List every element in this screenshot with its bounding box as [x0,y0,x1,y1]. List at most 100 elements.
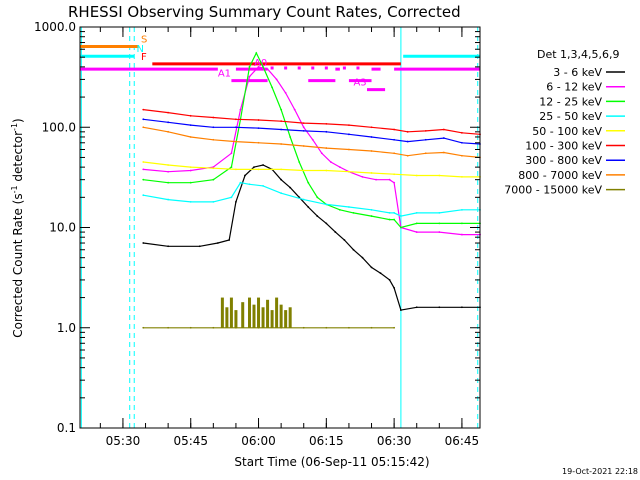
series-0-point-26 [438,306,441,309]
legend-label-3: 25 - 50 keV [539,110,602,123]
chart-title: RHESSI Observing Summary Count Rates, Co… [68,3,461,21]
series-7-point-4 [235,140,237,143]
series-1-point-20 [388,178,391,181]
series-5-point-9 [348,124,350,127]
series-3-point-14 [393,211,396,214]
series-6-point-9 [348,133,350,136]
series-2-point-17 [352,211,355,214]
series-5-point-12 [406,130,409,133]
series-7-point-12 [406,154,409,157]
flag-dot-0-5 [342,66,346,70]
series-4-point-1 [167,164,170,166]
plot-frame [79,26,481,429]
series-7-point-1 [167,130,170,133]
series-0-point-19 [361,256,364,259]
series-0-point-20 [370,266,373,269]
series-4-point-11 [393,173,396,176]
series-6-point-12 [406,140,409,143]
flag-dot-0-2 [297,66,301,70]
series-8-point-3 [212,326,215,329]
axes: 1000.0 100.0 10.0 1.0 0.1 05:30 05:45 06:00 06:1… [34,20,481,448]
series-7-point-13 [424,152,427,155]
series-8-point-10 [370,326,373,329]
series-0-point-7 [253,166,255,169]
series-2-point-20 [393,218,396,221]
series-8-point-11 [393,326,396,329]
series-6-point-15 [461,141,463,144]
series-1-point-9 [275,78,278,81]
x-tick-label-0: 05:30 [106,434,141,448]
series-6-point-6 [280,128,283,131]
series-2-point-19 [388,218,391,221]
series-8-point-2 [189,326,192,329]
series-6-point-8 [325,130,328,133]
plot-area: SNF A1 A3 A0 [80,27,481,428]
legend-label-8: 7000 - 15000 keV [504,184,602,197]
series-7-point-8 [325,147,328,149]
series-2-point-18 [370,215,373,217]
y-tick-label-4: 0.1 [57,421,76,435]
series-1-point-1 [167,170,170,173]
series-1-point-14 [320,152,323,155]
series-line-4 [143,161,480,178]
series-5-point-14 [442,128,445,131]
series-4-point-14 [461,175,463,178]
series-3-point-7 [262,184,264,187]
series-2-point-23 [438,222,441,225]
series-5-point-3 [212,116,215,119]
series-1-point-7 [257,65,260,68]
series-2-point-13 [307,181,310,184]
series-line-2 [143,51,480,229]
series-0-point-1 [167,245,170,248]
series-0-point-6 [244,174,246,177]
x-tick-label-1: 05:45 [173,434,208,448]
series-line-1 [143,66,480,236]
series-6-point-11 [393,138,396,141]
series-1-point-24 [438,231,441,233]
series-2-point-6 [248,65,251,68]
series-2-point-11 [289,136,292,138]
series-8-point-9 [348,326,350,329]
series-5-point-5 [257,119,260,121]
series-7-point-10 [370,150,373,152]
flag-dot-0-6 [356,66,360,70]
series-0-point-17 [343,239,346,241]
legend-label-7: 800 - 7000 keV [518,169,602,182]
series-5-point-13 [424,129,427,132]
series-4-point-13 [438,174,441,177]
series-1-point-5 [239,108,242,111]
series-0-point-16 [334,231,337,233]
legend-label-0: 3 - 6 keV [553,66,602,79]
series-8-point-7 [302,326,305,329]
series-4-point-10 [370,172,373,174]
series-2-point-10 [280,108,283,111]
series-0-point-3 [216,242,219,244]
series-6-point-1 [167,121,170,124]
series-6-point-10 [370,136,373,138]
series-7-point-6 [280,143,283,145]
series-2-point-9 [271,86,273,89]
legend-label-5: 100 - 300 keV [525,140,602,153]
series-7-point-11 [393,152,396,155]
series-4-point-7 [302,169,305,172]
series-5-point-2 [189,114,192,117]
series-4-point-2 [189,166,192,169]
series-0-point-2 [198,245,201,248]
series-1-point-23 [415,231,418,233]
series-3-point-1 [167,198,170,201]
series-5-point-4 [235,118,237,121]
series-0-point-13 [307,206,310,208]
series-1-point-0 [142,168,145,171]
series-1-point-4 [230,152,233,155]
x-tick-label-3: 06:15 [309,434,344,448]
series-3-point-0 [142,194,145,197]
series-3-point-9 [302,198,305,201]
flag-label-5: A3 [353,78,366,89]
flag-label-2: F [141,52,147,63]
x-tick-label-4: 06:30 [377,434,412,448]
series-0-point-11 [289,186,292,189]
series-5-point-7 [302,122,305,125]
x-axis-label: Start Time (06-Sep-11 05:15:42) [234,455,429,469]
series-1-point-19 [375,178,377,181]
